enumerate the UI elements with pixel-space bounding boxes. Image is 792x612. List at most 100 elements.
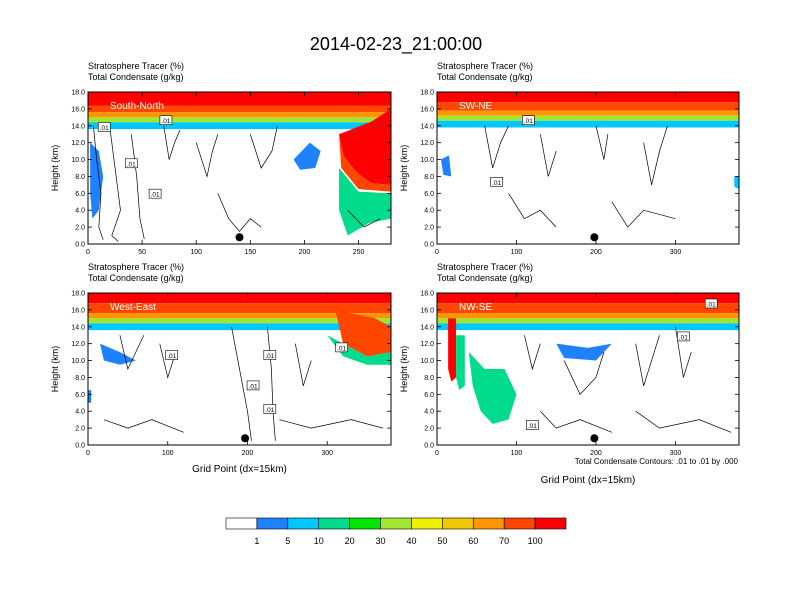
condensate-contour xyxy=(109,125,121,242)
x-tick-label: 200 xyxy=(299,249,311,256)
y-tick-label: 12.0 xyxy=(420,341,434,348)
tracer-shading xyxy=(88,105,391,113)
contour-label: .01 xyxy=(167,353,176,360)
contour-footnote: Total Condensate Contours: .01 to .01 by… xyxy=(575,457,739,466)
tracer-shading xyxy=(437,293,739,304)
condensate-contour xyxy=(347,209,381,228)
tracer-shading xyxy=(327,335,391,365)
x-tick-label: 100 xyxy=(511,249,523,256)
tracer-shading xyxy=(88,318,391,324)
colorbar-swatch xyxy=(380,517,412,530)
panel-region-label: SW-NE xyxy=(459,101,492,112)
y-tick-label: 0.0 xyxy=(75,242,85,249)
colorbar-swatch xyxy=(318,517,350,530)
x-axis-title: Grid Point (dx=15km) xyxy=(541,475,636,486)
condensate-contour xyxy=(294,343,312,386)
y-tick-label: 4.0 xyxy=(424,409,434,416)
tracer-shading xyxy=(440,155,452,177)
y-tick-label: 8.0 xyxy=(75,174,85,181)
location-marker xyxy=(235,233,244,242)
colorbar-swatch xyxy=(534,517,567,530)
colorbar-label: 40 xyxy=(406,536,416,546)
y-tick-label: 10.0 xyxy=(420,157,434,164)
y-tick-label: 6.0 xyxy=(424,392,434,399)
panel-header-condensate: Total Condensate (g/kg) xyxy=(437,273,533,283)
condensate-contour xyxy=(163,125,181,160)
tracer-shading xyxy=(437,120,739,128)
panel-region-label: NW-SE xyxy=(459,302,492,313)
panel-1: Stratosphere Tracer (%)Total Condensate … xyxy=(50,61,392,256)
tracer-shading xyxy=(437,313,739,319)
condensate-contour xyxy=(540,410,612,433)
tracer-shading xyxy=(456,335,465,391)
x-tick-label: 50 xyxy=(138,249,146,256)
x-tick-label: 150 xyxy=(244,249,256,256)
tracer-shading xyxy=(88,112,391,118)
y-tick-label: 16.0 xyxy=(71,106,85,113)
condensate-contour xyxy=(103,419,184,433)
condensate-contour xyxy=(217,193,262,232)
y-tick-label: 2.0 xyxy=(75,426,85,433)
y-tick-label: 2.0 xyxy=(424,225,434,232)
tracer-shading xyxy=(88,92,391,106)
y-tick-label: 8.0 xyxy=(75,375,85,382)
contour-label-box xyxy=(263,350,277,360)
x-tick-label: 0 xyxy=(435,450,439,457)
contour-label-box xyxy=(97,122,111,132)
colorbar-label: 50 xyxy=(437,536,447,546)
colorbar-swatch xyxy=(472,517,505,530)
tracer-shading xyxy=(90,142,104,219)
contour-label: .01 xyxy=(528,423,537,430)
contour-label: .01 xyxy=(492,180,501,187)
contour-label: .01 xyxy=(100,125,109,132)
tracer-shading xyxy=(88,323,391,331)
plot-frame xyxy=(87,292,392,446)
tracer-shading xyxy=(339,168,391,236)
x-axis-title: Grid Point (dx=15km) xyxy=(192,464,287,475)
condensate-contour xyxy=(524,335,541,371)
contour-label: .01 xyxy=(265,407,274,414)
y-tick-label: 8.0 xyxy=(424,174,434,181)
panels: Stratosphere Tracer (%) Total Condensate … xyxy=(50,61,740,486)
condensate-contour xyxy=(249,125,278,169)
panel-header-tracer: Stratosphere Tracer (%) xyxy=(88,262,184,272)
colorbar-swatch xyxy=(287,517,320,530)
tracer-shading xyxy=(88,313,391,319)
x-tick-label: 0 xyxy=(86,450,90,457)
x-tick-label: 100 xyxy=(190,249,202,256)
condensate-contour xyxy=(595,125,609,160)
x-tick-label: 200 xyxy=(590,249,602,256)
y-tick-label: 18.0 xyxy=(420,90,434,97)
y-tick-label: 6.0 xyxy=(424,191,434,198)
panel-header-tracer: Stratosphere Tracer (%) xyxy=(88,61,184,71)
condensate-contour xyxy=(508,193,557,228)
contour-label-box xyxy=(704,298,718,309)
contour-label: .01 xyxy=(265,353,274,360)
contour-label-box xyxy=(263,404,277,414)
colorbar-label: 5 xyxy=(285,536,290,546)
y-tick-label: 0.0 xyxy=(424,242,434,249)
panel-3: Stratosphere Tracer (%)Total Condensate … xyxy=(50,262,392,475)
y-tick-label: 10.0 xyxy=(71,157,85,164)
y-tick-label: 10.0 xyxy=(420,358,434,365)
y-tick-label: 2.0 xyxy=(424,426,434,433)
tracer-shading xyxy=(88,117,391,123)
plot-frame xyxy=(436,91,740,245)
x-tick-label: 100 xyxy=(162,450,174,457)
contour-label-box xyxy=(165,350,179,360)
y-tick-label: 0.0 xyxy=(75,443,85,450)
y-tick-label: 18.0 xyxy=(420,291,434,298)
tracer-shading xyxy=(437,102,739,111)
y-axis-title: Height (km) xyxy=(50,346,60,393)
panel-4: Stratosphere Tracer (%)Total Condensate … xyxy=(399,262,740,486)
y-tick-label: 18.0 xyxy=(71,291,85,298)
contour-label-box xyxy=(335,342,348,353)
condensate-contour xyxy=(635,335,660,386)
contour-label-box xyxy=(124,158,138,169)
x-tick-label: 200 xyxy=(242,450,254,457)
y-tick-label: 10.0 xyxy=(71,358,85,365)
contour-label: .01 xyxy=(707,301,716,308)
colorbar-swatch xyxy=(411,517,443,530)
plot-frame xyxy=(436,292,740,446)
